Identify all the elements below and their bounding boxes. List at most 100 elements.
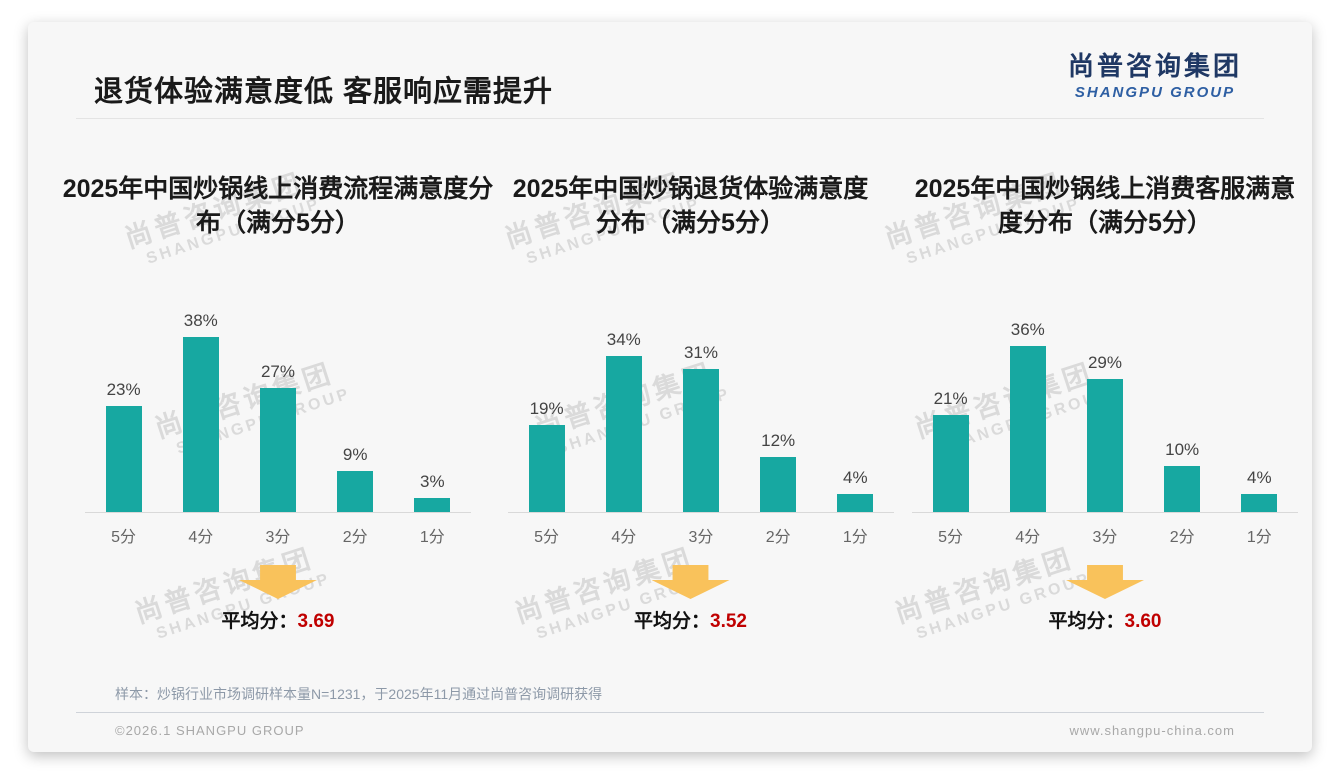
- bar-plot: 23% 38% 27% 9% 3% 5分 4分 3分 2分 1分: [85, 240, 471, 549]
- bar-value-label: 4%: [843, 468, 868, 487]
- bar-value-label: 23%: [106, 380, 141, 399]
- x-axis-label: 1分: [1246, 529, 1272, 546]
- bar-group: 23%: [85, 380, 162, 512]
- logo-english-text: SHANGPU GROUP: [1074, 84, 1236, 101]
- bar-group: 38%: [162, 311, 239, 512]
- bar-group: 21%: [912, 389, 989, 512]
- bar: [259, 388, 296, 512]
- bar: [182, 337, 219, 512]
- bar-value-label: 10%: [1165, 440, 1200, 459]
- chart-title-line2: 度分布（满分5分）: [998, 209, 1212, 237]
- bar: [837, 494, 874, 512]
- bar-group: 4%: [1221, 468, 1298, 512]
- bar-group: 31%: [662, 343, 739, 512]
- average-score: 平均分：3.52: [508, 606, 873, 633]
- company-logo: 尚普咨询集团 SHANGPU GROUP: [1068, 46, 1242, 101]
- bar: [1164, 466, 1201, 512]
- x-axis-label: 4分: [1015, 529, 1041, 546]
- bar-group: 10%: [1144, 440, 1221, 512]
- average-score: 平均分：3.60: [910, 606, 1300, 633]
- bar-plot: 19% 34% 31% 12% 4% 5分 4分 3分 2分 1分: [508, 240, 894, 549]
- down-arrow-icon: [651, 565, 730, 599]
- bar: [1009, 346, 1046, 512]
- bar-value-label: 36%: [1010, 320, 1045, 339]
- bar-group: 12%: [740, 431, 817, 512]
- page-title: 退货体验满意度低 客服响应需提升: [94, 76, 554, 108]
- average-value: 3.52: [710, 611, 747, 632]
- bar-value-label: 9%: [342, 445, 368, 464]
- x-axis-label: 3分: [265, 529, 291, 546]
- bar-value-label: 12%: [761, 431, 796, 450]
- bar: [932, 415, 969, 512]
- bars-area: 21% 36% 29% 10% 4%: [912, 240, 1298, 513]
- x-axis-labels: 5分 4分 3分 2分 1分: [508, 513, 894, 549]
- sample-note: 样本：炒锅行业市场调研样本量N=1231，于2025年11月通过尚普咨询调研获得: [115, 686, 603, 702]
- x-axis-label: 1分: [842, 529, 868, 546]
- bar-value-label: 27%: [260, 362, 295, 381]
- x-axis-label: 1分: [419, 529, 445, 546]
- bar-group: 27%: [239, 362, 316, 512]
- x-axis-label: 5分: [534, 529, 560, 546]
- bar-plot: 21% 36% 29% 10% 4% 5分 4分 3分 2分 1分: [912, 240, 1298, 549]
- header-divider: [76, 118, 1264, 119]
- average-score: 平均分：3.69: [58, 606, 498, 633]
- chart-title-line1: 2025年中国炒锅退货体验满意度: [512, 175, 869, 203]
- bar: [760, 457, 797, 512]
- bar-value-label: 34%: [606, 330, 641, 349]
- average-value: 3.60: [1124, 611, 1162, 632]
- x-axis-label: 2分: [765, 529, 791, 546]
- chart-process-satisfaction: 2025年中国炒锅线上消费流程满意度分 布（满分5分） 23% 38% 27% 9% 3…: [58, 172, 498, 633]
- bar-value-label: 19%: [529, 399, 564, 418]
- bar-group: 29%: [1066, 353, 1143, 512]
- bar-group: 19%: [508, 399, 585, 512]
- x-axis-label: 2分: [1169, 529, 1195, 546]
- x-axis-label: 4分: [611, 529, 637, 546]
- bar-group: 3%: [394, 472, 471, 512]
- bar-value-label: 29%: [1087, 353, 1122, 372]
- chart-title-line1: 2025年中国炒锅线上消费客服满意: [914, 175, 1296, 203]
- x-axis-label: 3分: [1092, 529, 1118, 546]
- down-arrow-icon: [1066, 565, 1144, 599]
- copyright-text: ©2026.1 SHANGPU GROUP: [115, 723, 305, 738]
- bars-area: 19% 34% 31% 12% 4%: [508, 240, 894, 513]
- x-axis-labels: 5分 4分 3分 2分 1分: [85, 513, 471, 549]
- bar: [105, 406, 142, 512]
- bar-value-label: 4%: [1247, 468, 1272, 487]
- average-label: 平均分：: [634, 611, 711, 632]
- x-axis-labels: 5分 4分 3分 2分 1分: [912, 513, 1298, 549]
- down-arrow-icon: [239, 565, 317, 599]
- chart-title-line1: 2025年中国炒锅线上消费流程满意度分: [62, 175, 494, 203]
- chart-return-satisfaction: 2025年中国炒锅退货体验满意度 分布（满分5分） 19% 34% 31% 12% 4%…: [508, 172, 894, 633]
- bar: [1086, 379, 1123, 512]
- x-axis-label: 5分: [938, 529, 964, 546]
- bar: [605, 356, 642, 512]
- chart-title: 2025年中国炒锅线上消费客服满意 度分布（满分5分）: [910, 172, 1300, 240]
- website-url: www.shangpu-china.com: [1069, 723, 1235, 738]
- footer-bar: ©2026.1 SHANGPU GROUP www.shangpu-china.…: [115, 723, 1235, 738]
- bar: [414, 498, 451, 512]
- bar-value-label: 21%: [933, 389, 968, 408]
- bar-group: 4%: [817, 468, 894, 512]
- x-axis-label: 4分: [188, 529, 214, 546]
- bar: [1241, 494, 1278, 512]
- chart-title-line2: 分布（满分5分）: [596, 209, 785, 237]
- chart-service-satisfaction: 2025年中国炒锅线上消费客服满意 度分布（满分5分） 21% 36% 29% 10%…: [910, 172, 1300, 633]
- logo-chinese-text: 尚普咨询集团: [1067, 51, 1242, 81]
- bar-value-label: 31%: [683, 343, 718, 362]
- bar-value-label: 3%: [420, 472, 445, 491]
- bar-value-label: 38%: [183, 311, 218, 330]
- average-label: 平均分：: [1048, 611, 1125, 632]
- bar: [337, 471, 374, 512]
- chart-title: 2025年中国炒锅退货体验满意度 分布（满分5分）: [508, 172, 873, 240]
- slide-card: 尚普咨询集团 SHANGPU GROUP 尚普咨询集团 SHANGPU GROUP 尚普…: [28, 22, 1312, 752]
- average-label: 平均分：: [221, 611, 298, 632]
- x-axis-label: 3分: [688, 529, 714, 546]
- bar: [682, 369, 719, 512]
- chart-title: 2025年中国炒锅线上消费流程满意度分 布（满分5分）: [58, 172, 498, 240]
- bar-group: 9%: [317, 445, 394, 512]
- footer-divider: [76, 712, 1264, 713]
- bar: [528, 425, 565, 512]
- x-axis-label: 5分: [111, 529, 137, 546]
- bar-group: 34%: [585, 330, 662, 512]
- x-axis-label: 2分: [342, 529, 368, 546]
